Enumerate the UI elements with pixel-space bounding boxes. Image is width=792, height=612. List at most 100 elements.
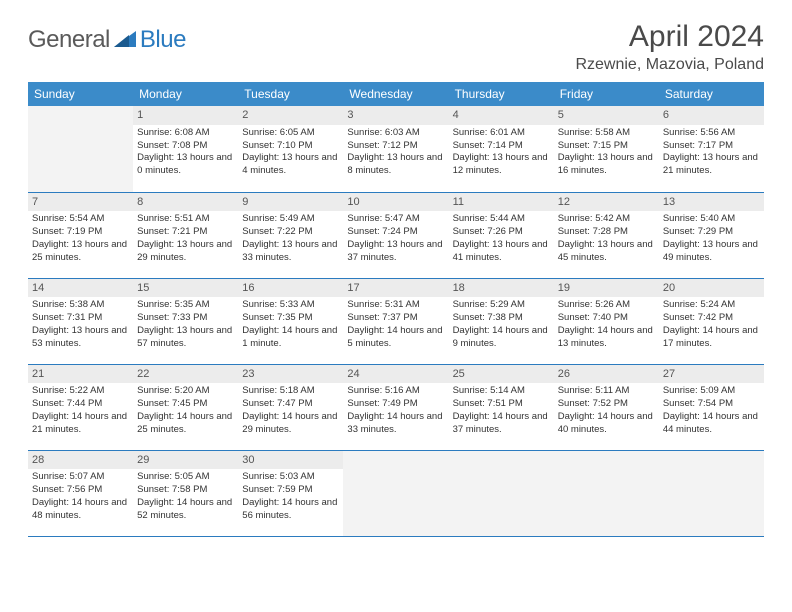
daylight-line: Daylight: 13 hours and 53 minutes. bbox=[32, 325, 129, 351]
sunrise-line: Sunrise: 5:58 AM bbox=[558, 127, 655, 140]
calendar-day-cell: 2Sunrise: 6:05 AMSunset: 7:10 PMDaylight… bbox=[238, 106, 343, 192]
day-info: Sunrise: 5:14 AMSunset: 7:51 PMDaylight:… bbox=[453, 385, 550, 436]
day-number-row: 30 bbox=[238, 451, 343, 470]
daylight-line: Daylight: 14 hours and 44 minutes. bbox=[663, 411, 760, 437]
sunset-value: 7:21 PM bbox=[172, 226, 207, 237]
day-number-row: 27 bbox=[659, 365, 764, 384]
day-number-row: 10 bbox=[343, 193, 448, 212]
day-number: 19 bbox=[558, 282, 570, 294]
sunrise-value: 5:11 AM bbox=[595, 385, 629, 396]
daylight-line: Daylight: 13 hours and 57 minutes. bbox=[137, 325, 234, 351]
day-number-row: 16 bbox=[238, 279, 343, 298]
calendar-week-row: 1Sunrise: 6:08 AMSunset: 7:08 PMDaylight… bbox=[28, 106, 764, 192]
daylight-line: Daylight: 13 hours and 45 minutes. bbox=[558, 239, 655, 265]
daylight-label: Daylight: bbox=[453, 325, 490, 336]
daylight-label: Daylight: bbox=[347, 152, 384, 163]
day-info: Sunrise: 6:03 AMSunset: 7:12 PMDaylight:… bbox=[347, 127, 444, 178]
header: General Blue April 2024 Rzewnie, Mazovia… bbox=[28, 20, 764, 74]
sunrise-line: Sunrise: 6:03 AM bbox=[347, 127, 444, 140]
sunrise-value: 6:08 AM bbox=[175, 127, 210, 138]
daylight-label: Daylight: bbox=[32, 411, 69, 422]
sunrise-line: Sunrise: 5:16 AM bbox=[347, 385, 444, 398]
sunrise-value: 5:20 AM bbox=[175, 385, 210, 396]
sunset-label: Sunset: bbox=[242, 140, 274, 151]
daylight-label: Daylight: bbox=[663, 325, 700, 336]
day-number-row: 5 bbox=[554, 106, 659, 125]
calendar-week-row: 7Sunrise: 5:54 AMSunset: 7:19 PMDaylight… bbox=[28, 192, 764, 278]
sunrise-value: 5:33 AM bbox=[280, 299, 315, 310]
sunset-value: 7:54 PM bbox=[698, 398, 733, 409]
sunrise-line: Sunrise: 5:54 AM bbox=[32, 213, 129, 226]
sunset-value: 7:47 PM bbox=[277, 398, 312, 409]
day-number-row: 14 bbox=[28, 279, 133, 298]
sunset-label: Sunset: bbox=[347, 226, 379, 237]
sunset-label: Sunset: bbox=[453, 226, 485, 237]
day-number: 11 bbox=[453, 196, 464, 208]
day-info: Sunrise: 5:58 AMSunset: 7:15 PMDaylight:… bbox=[558, 127, 655, 178]
calendar-day-cell: 1Sunrise: 6:08 AMSunset: 7:08 PMDaylight… bbox=[133, 106, 238, 192]
day-number-row: 24 bbox=[343, 365, 448, 384]
sunrise-label: Sunrise: bbox=[663, 127, 698, 138]
daylight-line: Daylight: 14 hours and 33 minutes. bbox=[347, 411, 444, 437]
daylight-label: Daylight: bbox=[347, 239, 384, 250]
day-info: Sunrise: 5:29 AMSunset: 7:38 PMDaylight:… bbox=[453, 299, 550, 350]
sunrise-label: Sunrise: bbox=[242, 471, 277, 482]
daylight-label: Daylight: bbox=[32, 239, 69, 250]
daylight-line: Daylight: 14 hours and 52 minutes. bbox=[137, 497, 234, 523]
sunrise-line: Sunrise: 6:05 AM bbox=[242, 127, 339, 140]
day-info: Sunrise: 5:38 AMSunset: 7:31 PMDaylight:… bbox=[32, 299, 129, 350]
sunset-line: Sunset: 7:24 PM bbox=[347, 226, 444, 239]
sunset-line: Sunset: 7:35 PM bbox=[242, 312, 339, 325]
sunrise-label: Sunrise: bbox=[137, 299, 172, 310]
calendar-day-cell: 10Sunrise: 5:47 AMSunset: 7:24 PMDayligh… bbox=[343, 192, 448, 278]
calendar-day-cell: 30Sunrise: 5:03 AMSunset: 7:59 PMDayligh… bbox=[238, 450, 343, 536]
calendar-day-cell: 16Sunrise: 5:33 AMSunset: 7:35 PMDayligh… bbox=[238, 278, 343, 364]
sunrise-label: Sunrise: bbox=[558, 213, 593, 224]
sunrise-label: Sunrise: bbox=[242, 213, 277, 224]
sunrise-label: Sunrise: bbox=[32, 471, 67, 482]
sunset-line: Sunset: 7:12 PM bbox=[347, 140, 444, 153]
day-number-row: 26 bbox=[554, 365, 659, 384]
sunset-label: Sunset: bbox=[663, 312, 695, 323]
sunset-value: 7:51 PM bbox=[487, 398, 522, 409]
sunrise-label: Sunrise: bbox=[347, 299, 382, 310]
sunset-line: Sunset: 7:37 PM bbox=[347, 312, 444, 325]
calendar-day-cell: 7Sunrise: 5:54 AMSunset: 7:19 PMDaylight… bbox=[28, 192, 133, 278]
sunset-label: Sunset: bbox=[453, 398, 485, 409]
sunset-value: 7:42 PM bbox=[698, 312, 733, 323]
sunrise-label: Sunrise: bbox=[137, 127, 172, 138]
day-info: Sunrise: 5:35 AMSunset: 7:33 PMDaylight:… bbox=[137, 299, 234, 350]
sunrise-value: 5:26 AM bbox=[595, 299, 630, 310]
weekday-header: Friday bbox=[554, 82, 659, 106]
calendar-day-cell: 17Sunrise: 5:31 AMSunset: 7:37 PMDayligh… bbox=[343, 278, 448, 364]
daylight-label: Daylight: bbox=[347, 325, 384, 336]
calendar-day-cell: 13Sunrise: 5:40 AMSunset: 7:29 PMDayligh… bbox=[659, 192, 764, 278]
sunrise-label: Sunrise: bbox=[137, 471, 172, 482]
sunset-line: Sunset: 7:38 PM bbox=[453, 312, 550, 325]
calendar-day-cell bbox=[554, 450, 659, 536]
sunset-line: Sunset: 7:19 PM bbox=[32, 226, 129, 239]
day-number: 21 bbox=[32, 368, 44, 380]
sunrise-line: Sunrise: 5:56 AM bbox=[663, 127, 760, 140]
day-info: Sunrise: 5:56 AMSunset: 7:17 PMDaylight:… bbox=[663, 127, 760, 178]
sunset-line: Sunset: 7:56 PM bbox=[32, 484, 129, 497]
day-number: 18 bbox=[453, 282, 465, 294]
calendar-day-cell bbox=[659, 450, 764, 536]
weekday-header: Tuesday bbox=[238, 82, 343, 106]
title-block: April 2024 Rzewnie, Mazovia, Poland bbox=[575, 20, 764, 74]
sunset-line: Sunset: 7:29 PM bbox=[663, 226, 760, 239]
sunrise-value: 5:05 AM bbox=[175, 471, 210, 482]
sunrise-line: Sunrise: 5:26 AM bbox=[558, 299, 655, 312]
day-number: 2 bbox=[242, 109, 248, 121]
daylight-line: Daylight: 13 hours and 33 minutes. bbox=[242, 239, 339, 265]
logo-text-1: General bbox=[28, 26, 110, 54]
calendar-day-cell: 8Sunrise: 5:51 AMSunset: 7:21 PMDaylight… bbox=[133, 192, 238, 278]
daylight-line: Daylight: 14 hours and 29 minutes. bbox=[242, 411, 339, 437]
sunset-line: Sunset: 7:21 PM bbox=[137, 226, 234, 239]
sunset-value: 7:58 PM bbox=[172, 484, 207, 495]
sunset-value: 7:37 PM bbox=[382, 312, 417, 323]
sunset-label: Sunset: bbox=[137, 312, 169, 323]
sunset-line: Sunset: 7:40 PM bbox=[558, 312, 655, 325]
sunrise-value: 5:22 AM bbox=[70, 385, 105, 396]
sunrise-label: Sunrise: bbox=[663, 385, 698, 396]
